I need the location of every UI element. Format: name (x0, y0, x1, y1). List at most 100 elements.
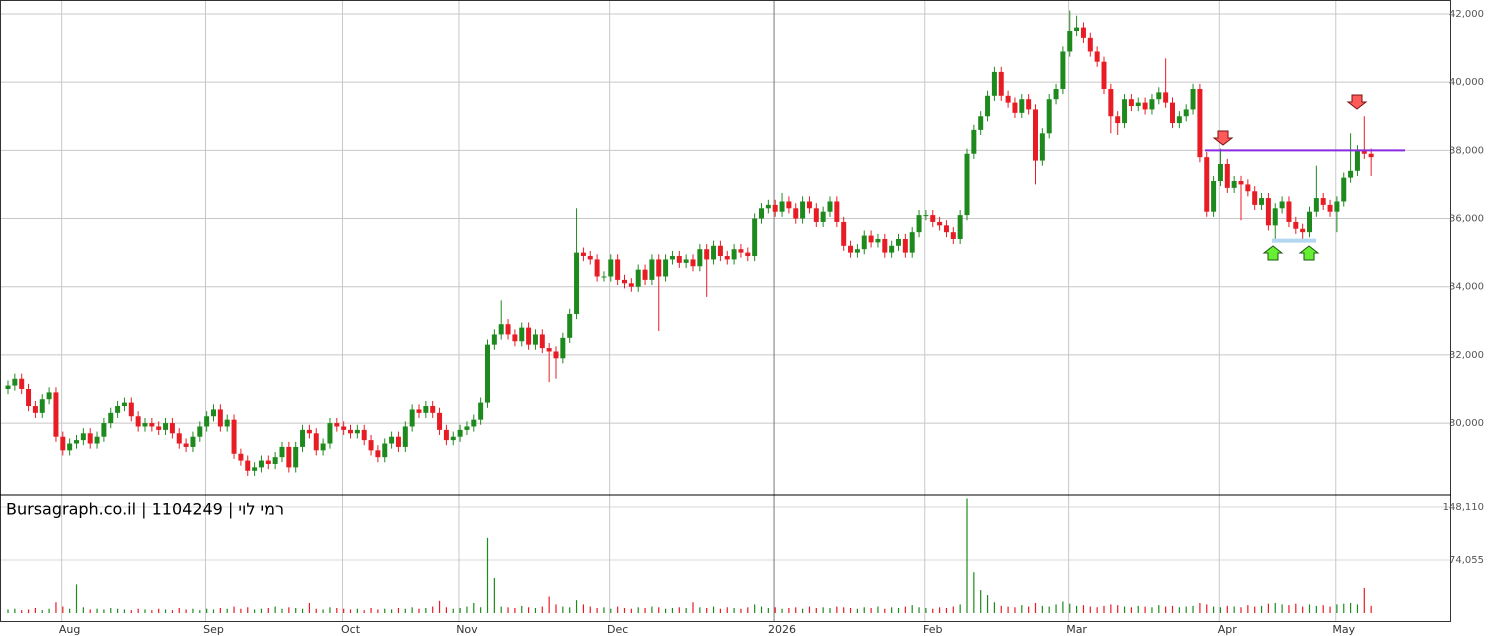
y-tick-label: 148,110 (1443, 502, 1484, 513)
volume-bar (767, 607, 769, 613)
candle-body (587, 256, 593, 260)
candle-body (197, 426, 203, 437)
volume-bar (1295, 603, 1297, 613)
volume-bar (836, 606, 838, 613)
candle-body (176, 433, 182, 444)
volume-panel (7, 498, 1372, 613)
buy-arrow (1298, 245, 1320, 261)
candle-body (820, 211, 826, 222)
volume-bar (370, 607, 372, 613)
candle-body (519, 327, 525, 342)
volume-bar (349, 609, 352, 613)
volume-bar (555, 604, 557, 613)
candle-body (115, 406, 121, 413)
candle-body (485, 344, 490, 403)
candle-body (382, 443, 388, 458)
y-tick-label: 74,055 (1449, 555, 1484, 566)
x-tick-label: Aug (59, 623, 80, 636)
candle-body (1286, 201, 1292, 222)
candle-body (916, 215, 922, 233)
candle-body (971, 129, 977, 154)
candle-body (786, 201, 792, 209)
candle-body (635, 269, 641, 287)
volume-bar (1267, 603, 1269, 613)
volume-bar (569, 607, 571, 613)
candle-body (1176, 116, 1182, 124)
candle-body (1217, 163, 1223, 182)
volume-bar (281, 608, 283, 613)
volume-bar (1370, 605, 1372, 613)
volume-bar (493, 577, 495, 613)
volume-bar (89, 609, 91, 613)
volume-bar (521, 605, 523, 613)
volume-bar (637, 607, 639, 613)
grid (0, 0, 1450, 622)
candle-body (121, 402, 127, 407)
candle-body (1128, 99, 1134, 107)
candle-body (1101, 61, 1107, 89)
volume-bar (733, 607, 735, 613)
volume-bar (295, 607, 297, 613)
candle-body (690, 259, 696, 267)
volume-bar (62, 606, 64, 613)
sell-arrow (1346, 94, 1368, 110)
candle-body (293, 446, 299, 468)
volume-bar (1021, 605, 1023, 613)
candle-body (697, 249, 703, 267)
volume-bar (247, 607, 249, 613)
frame (0, 0, 1451, 622)
candle-body (1348, 170, 1354, 178)
candle-body (642, 269, 648, 280)
volume-bar (603, 607, 605, 613)
candle-body (135, 416, 141, 427)
candle-body (361, 429, 367, 441)
candle-body (1368, 153, 1374, 158)
candle-body (1252, 191, 1258, 205)
volume-bar (1110, 604, 1112, 613)
candle-body (46, 392, 52, 400)
volume-bar (1329, 606, 1331, 613)
candle-body (279, 446, 285, 458)
volume-bar (199, 610, 201, 613)
candle-body (430, 406, 436, 413)
candle-body (834, 201, 840, 222)
candle-body (163, 423, 169, 430)
candle-body (1224, 163, 1230, 188)
volume-bar (815, 607, 817, 613)
volume-bar (48, 608, 50, 613)
x-tick-label: Dec (607, 623, 628, 636)
candle-body (1307, 211, 1312, 233)
candle-body (60, 436, 66, 451)
candle-body (183, 443, 189, 447)
candle-body (1142, 102, 1148, 110)
candle-body (854, 249, 860, 253)
volume-bar (240, 608, 242, 613)
candle-body (1156, 92, 1162, 100)
volume-bar (678, 607, 680, 613)
volume-bar (233, 606, 235, 613)
candle-body (142, 423, 148, 427)
candle-body (108, 412, 114, 424)
volume-bar (206, 608, 208, 613)
volume-bar (452, 608, 454, 613)
volume-bar (1041, 605, 1043, 613)
candle-body (628, 283, 634, 287)
volume-bar (1288, 605, 1290, 613)
candle-body (156, 426, 162, 430)
volume-bar (945, 607, 948, 613)
buy-arrow (1262, 245, 1284, 261)
volume-bar (1089, 606, 1091, 613)
volume-bar (808, 606, 811, 613)
volume-bar (82, 607, 84, 613)
price-panel (5, 10, 1374, 476)
volume-bar (884, 608, 886, 613)
volume-bar (391, 609, 393, 613)
volume-bar (1028, 606, 1030, 613)
x-tick-label: 2026 (768, 623, 796, 636)
volume-bar (1254, 606, 1256, 613)
volume-bar (1260, 605, 1263, 613)
volume-bar (712, 606, 715, 613)
candle-body (375, 450, 381, 458)
candle-body (1354, 150, 1360, 171)
volume-bar (843, 607, 845, 613)
